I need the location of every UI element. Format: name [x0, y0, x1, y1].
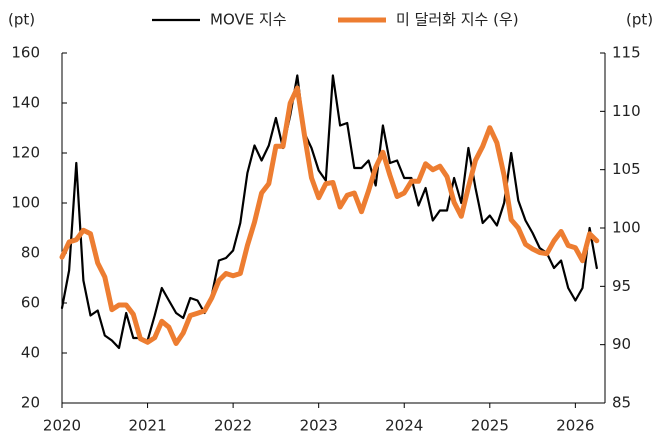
y-axis-unit: (pt) — [8, 11, 35, 29]
x-tick-label: 2022 — [214, 417, 252, 435]
legend-label: MOVE 지수 — [210, 11, 287, 29]
y2-tick-label: 115 — [612, 44, 641, 62]
x-tick-label: 2021 — [128, 417, 166, 435]
y-tick-label: 20 — [21, 394, 40, 412]
y2-tick-label: 105 — [612, 160, 641, 178]
series-line — [59, 85, 600, 346]
y2-tick-label: 110 — [612, 102, 641, 120]
x-tick-label: 2020 — [43, 417, 81, 435]
x-tick-label: 2023 — [300, 417, 338, 435]
y2-tick-label: 100 — [612, 219, 641, 237]
y-tick-label: 160 — [11, 44, 40, 62]
legend-label: 미 달러화 지수 (우) — [396, 11, 519, 29]
y-tick-label: 120 — [11, 144, 40, 162]
y-tick-label: 80 — [21, 244, 40, 262]
y2-tick-label: 95 — [612, 277, 631, 295]
x-tick-label: 2024 — [385, 417, 423, 435]
y-tick-label: 40 — [21, 344, 40, 362]
x-tick-label: 2026 — [556, 417, 594, 435]
x-tick-label: 2025 — [471, 417, 509, 435]
y2-tick-label: 85 — [612, 394, 631, 412]
y2-axis-unit: (pt) — [626, 11, 653, 29]
y-tick-label: 140 — [11, 94, 40, 112]
y-tick-label: 60 — [21, 294, 40, 312]
series-line — [60, 74, 598, 350]
y2-tick-label: 90 — [612, 335, 631, 353]
y-tick-label: 100 — [11, 194, 40, 212]
